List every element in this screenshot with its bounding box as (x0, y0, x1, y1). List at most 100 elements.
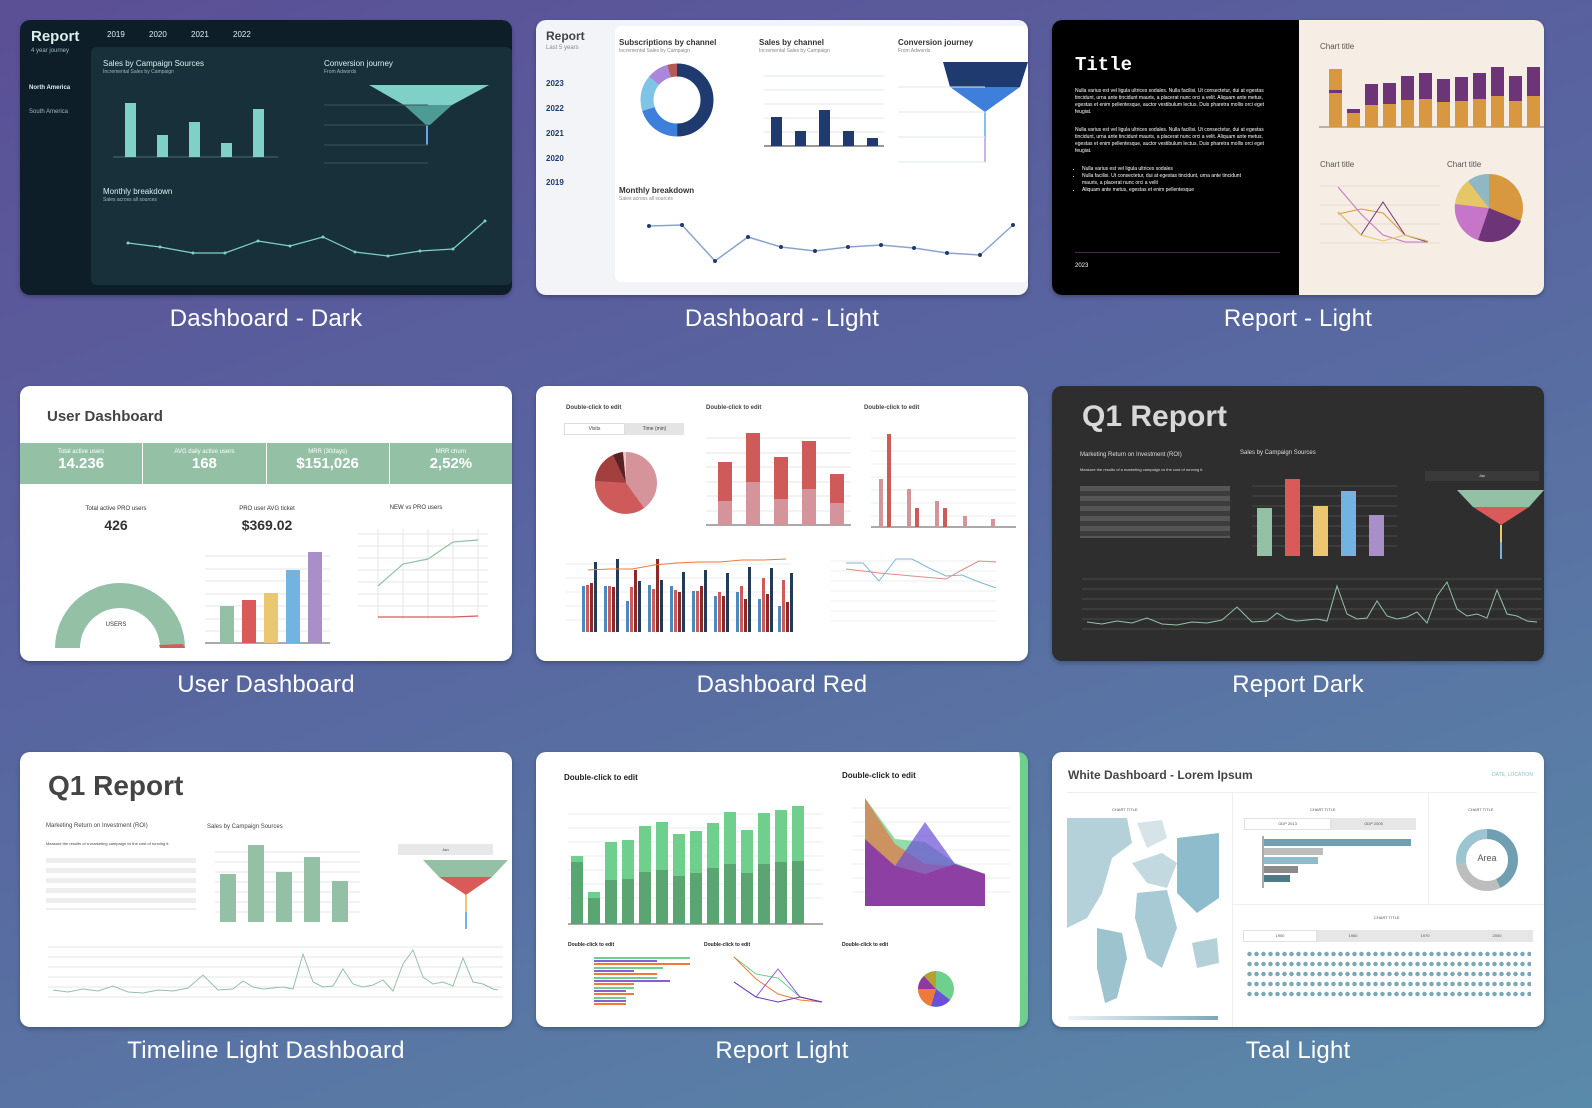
template-card-teal-light[interactable]: White Dashboard - Lorem Ipsum DATE, LOCA… (1052, 752, 1544, 1065)
tab-gdp-2013[interactable]: GDP 2013 (1244, 818, 1331, 830)
year-tab: 2019 (107, 30, 125, 39)
template-thumbnail[interactable]: Report 4 year journey 2019 2020 2021 202… (20, 20, 512, 295)
pie-chart (594, 451, 657, 514)
bar-chart-title: Sales by channel (759, 38, 824, 47)
template-thumbnail[interactable]: User Dashboard Total active users 14.236… (20, 386, 512, 661)
tab-time[interactable]: Time (min) (625, 423, 684, 435)
chart-title: CHART TITLE (1112, 807, 1138, 812)
chart-title: Chart title (1320, 160, 1355, 169)
template-label[interactable]: Timeline Light Dashboard (127, 1037, 405, 1064)
chart-title: Chart title (1320, 42, 1355, 51)
bar-chart (764, 75, 884, 147)
tab-year[interactable]: 1950 (1243, 930, 1317, 942)
chart-title: Double-click to edit (706, 405, 762, 411)
preview-title: Report (546, 29, 585, 43)
template-card-dashboard-red[interactable]: Double-click to edit Visits Time (min) D… (536, 386, 1028, 699)
bar-chart-subtitle: Incremental Sales by Campaign (103, 69, 174, 75)
bar-chart-subtitle: Incremental Sales by Campaign (759, 48, 830, 54)
year-item: 2023 (546, 79, 564, 88)
line-title: NEW vs PRO users (389, 505, 443, 511)
preview-panel: Sales by Campaign Sources Incremental Sa… (91, 47, 512, 285)
bar-title: Sales by Campaign Sources (207, 824, 283, 830)
funnel-chart (324, 85, 489, 164)
report-title: Q1 Report (48, 770, 184, 801)
chart-tabs: Visits Time (min) (564, 423, 684, 435)
year-item: 2020 (546, 154, 564, 163)
kpi-mrr-churn: MRR churn 2,52% (390, 443, 512, 484)
pie-chart (918, 971, 954, 1007)
template-thumbnail[interactable]: Double-click to edit (536, 752, 1028, 1027)
tab-year[interactable]: 1960 (1348, 933, 1358, 938)
kpi-avg-daily-active: AVG daily active users 168 (143, 443, 267, 484)
template-label[interactable]: Report Light (715, 1037, 849, 1064)
roi-table (1080, 486, 1230, 538)
tab-visits[interactable]: Visits (564, 423, 625, 435)
template-thumbnail[interactable]: Q1 Report Marketing Return on Investment… (1052, 386, 1544, 661)
chart-title: Double-click to edit (566, 405, 622, 411)
tab-year[interactable]: 1970 (1420, 933, 1430, 938)
template-card-dashboard-light[interactable]: Report Last 5 years 2023 2022 2021 2020 … (536, 20, 1028, 333)
template-label[interactable]: User Dashboard (177, 671, 355, 698)
region-bar-chart (871, 434, 1016, 528)
chart-title: Double-click to edit (842, 942, 889, 948)
tab-year[interactable]: 2000 (1492, 933, 1502, 938)
tab-gdp-2005[interactable]: GDP 2005 (1331, 818, 1416, 830)
chart-title: Double-click to edit (564, 773, 638, 782)
funnel-title: Conversion journey (324, 59, 393, 68)
month-select[interactable]: Jan (1425, 471, 1539, 481)
campaign-bar-chart (215, 845, 360, 922)
template-label[interactable]: Dashboard - Light (684, 305, 880, 332)
template-thumbnail[interactable]: Report Last 5 years 2023 2022 2021 2020 … (536, 20, 1028, 295)
year-tab: 2021 (191, 30, 209, 39)
kpi-value: $151,026 (296, 455, 359, 472)
kpi-value: 14.236 (58, 455, 105, 472)
gdp-bar-chart (1262, 836, 1411, 888)
month-select[interactable]: Jan (398, 844, 493, 855)
template-label[interactable]: Dashboard - Dark (169, 305, 363, 332)
report-text-panel: Title Nulla varius est vel ligula ultric… (1052, 20, 1299, 295)
line-chart-subtitle: Sales across all sources (103, 197, 157, 203)
region-item: North America (29, 85, 71, 91)
template-thumbnail[interactable]: White Dashboard - Lorem Ipsum DATE, LOCA… (1052, 752, 1544, 1027)
template-card-report-light[interactable]: Title Nulla varius est vel ligula ultric… (1052, 20, 1544, 333)
line-chart-title: Monthly breakdown (619, 186, 695, 195)
template-thumbnail[interactable]: Q1 Report Marketing Return on Investment… (20, 752, 512, 1027)
ticket-title: PRO user AVG ticket (239, 506, 295, 512)
donut-chart (1456, 829, 1518, 891)
kpi-total-active-users: Total active users 14.236 (20, 443, 144, 484)
year-item: 2019 (546, 178, 564, 187)
divider (1067, 792, 1537, 793)
year-tab: 2020 (149, 30, 167, 39)
date-location: DATE, LOCATION (1492, 772, 1533, 778)
template-label[interactable]: Report Dark (1232, 671, 1364, 698)
template-label[interactable]: Report - Light (1223, 305, 1373, 332)
divider (1428, 792, 1429, 904)
stacked-bar-chart (568, 806, 823, 925)
kpi-strip: Total active users 14.236 AVG daily acti… (20, 443, 512, 484)
funnel-subtitle: From Adwords (324, 69, 357, 75)
line-chart-title: Monthly breakdown (103, 187, 173, 196)
kpi-label: Total active users (57, 449, 105, 455)
template-label[interactable]: Teal Light (1245, 1037, 1351, 1064)
template-card-dashboard-dark[interactable]: Report 4 year journey 2019 2020 2021 202… (20, 20, 512, 333)
template-card-user-dashboard[interactable]: User Dashboard Total active users 14.236… (20, 386, 512, 699)
pie-chart (1454, 173, 1523, 243)
donut-title: Subscriptions by channel (619, 38, 717, 47)
year-item: 2021 (546, 129, 564, 138)
template-thumbnail[interactable]: Title Nulla varius est vel ligula ultric… (1052, 20, 1544, 295)
template-label[interactable]: Dashboard Red (696, 671, 868, 698)
combo-chart (566, 558, 793, 632)
template-thumbnail[interactable]: Double-click to edit Visits Time (min) D… (536, 386, 1028, 661)
template-card-timeline-light[interactable]: Q1 Report Marketing Return on Investment… (20, 752, 512, 1065)
multi-line-chart (733, 956, 823, 1003)
preview-panel: Subscriptions by channel Incremental Sal… (615, 26, 1028, 282)
template-card-report-light-green[interactable]: Double-click to edit (536, 752, 1028, 1065)
report-year: 2023 (1075, 263, 1089, 269)
donut-center-label: Area (1477, 853, 1497, 863)
gdp-tabs: GDP 2013 GDP 2005 (1244, 818, 1416, 830)
template-card-report-dark[interactable]: Q1 Report Marketing Return on Investment… (1052, 386, 1544, 699)
chart-title: Double-click to edit (568, 942, 615, 948)
chart-title: Double-click to edit (864, 405, 920, 411)
kpi-label: MRR churn (435, 449, 467, 455)
